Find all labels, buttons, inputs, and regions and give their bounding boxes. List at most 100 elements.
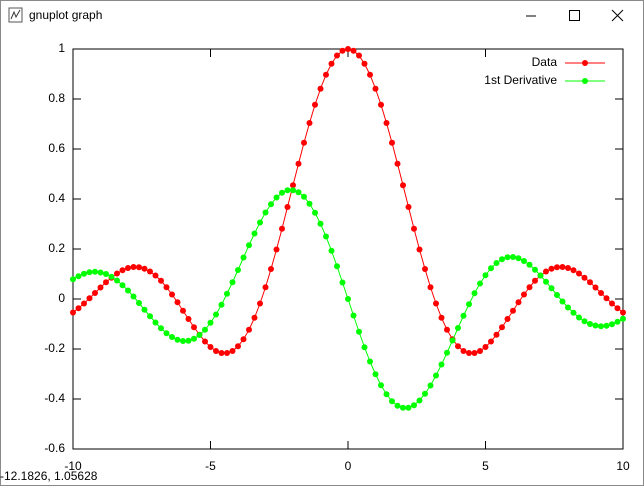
data-point <box>367 71 373 78</box>
data-point <box>246 326 252 333</box>
data-point <box>295 160 302 167</box>
data-point <box>521 291 527 298</box>
data-point <box>493 331 500 338</box>
data-point <box>141 306 148 313</box>
data-point <box>262 284 269 291</box>
maximize-button[interactable] <box>569 10 580 21</box>
data-point <box>433 300 439 307</box>
data-point <box>576 270 582 277</box>
data-point <box>356 328 362 335</box>
data-point <box>372 371 379 378</box>
data-point <box>449 337 456 344</box>
data-point <box>581 274 588 281</box>
data-point <box>246 242 252 249</box>
data-point <box>207 319 214 326</box>
data-point <box>240 336 247 343</box>
close-button[interactable] <box>611 9 624 22</box>
data-point <box>218 301 225 308</box>
data-point <box>334 52 340 59</box>
data-point <box>609 300 615 307</box>
data-point <box>323 71 329 78</box>
data-point <box>543 268 549 275</box>
y-tick-label: 0.8 <box>48 91 65 105</box>
y-tick-label: -0.4 <box>44 391 65 405</box>
data-point <box>438 314 445 321</box>
data-point <box>383 391 390 398</box>
data-point <box>466 350 472 356</box>
data-point <box>323 233 329 240</box>
data-point <box>213 311 219 318</box>
data-point <box>378 101 384 108</box>
data-point <box>251 314 258 321</box>
y-tick-label: 0.2 <box>48 241 65 255</box>
data-point <box>81 300 87 307</box>
data-point <box>257 300 263 307</box>
data-point <box>532 277 538 284</box>
data-point <box>554 264 560 271</box>
data-point <box>405 404 412 411</box>
data-point <box>152 272 159 279</box>
title-bar: gnuplot graph <box>1 1 643 31</box>
data-point <box>202 326 208 333</box>
data-point <box>422 390 428 397</box>
data-point <box>416 397 423 404</box>
data-point <box>510 307 516 314</box>
data-point <box>603 322 610 329</box>
data-point <box>598 290 604 296</box>
data-point <box>477 280 483 287</box>
data-point <box>598 323 604 330</box>
data-point <box>130 293 137 300</box>
legend-label: 1st Derivative <box>484 73 557 87</box>
data-point <box>92 290 98 296</box>
data-point <box>97 269 104 276</box>
data-point <box>515 299 522 306</box>
data-point <box>614 305 621 312</box>
data-point <box>565 304 571 311</box>
data-point <box>477 348 483 354</box>
data-point <box>345 296 351 302</box>
data-point <box>257 219 263 226</box>
data-point <box>427 382 434 389</box>
data-point <box>158 325 164 332</box>
data-point <box>532 266 538 273</box>
data-point <box>466 301 472 308</box>
data-point <box>334 263 340 270</box>
data-point <box>306 200 313 207</box>
data-point <box>460 348 467 354</box>
data-point <box>174 336 181 343</box>
app-icon <box>8 7 23 23</box>
data-point <box>438 361 445 368</box>
data-point <box>444 326 450 333</box>
data-point <box>488 338 494 345</box>
data-point <box>537 272 544 279</box>
data-point <box>416 246 423 253</box>
data-point <box>141 265 148 272</box>
data-point <box>273 246 280 253</box>
data-point <box>317 220 324 227</box>
data-point <box>488 265 494 272</box>
data-point <box>268 266 274 272</box>
data-point <box>279 189 285 196</box>
data-point <box>504 254 511 261</box>
data-point <box>163 284 170 291</box>
data-point <box>565 265 571 271</box>
data-point <box>180 307 186 314</box>
data-point <box>306 120 313 126</box>
data-point <box>86 269 93 276</box>
legend-marker <box>582 60 588 66</box>
data-point <box>103 279 109 286</box>
data-point <box>521 258 527 264</box>
data-point <box>526 261 533 268</box>
data-point <box>191 335 197 342</box>
data-point <box>207 344 214 350</box>
data-point <box>543 278 549 285</box>
data-point <box>70 309 76 316</box>
data-point <box>229 279 236 286</box>
data-point <box>125 287 131 294</box>
data-point <box>114 270 120 277</box>
data-point <box>196 332 203 338</box>
y-tick-label: -0.6 <box>44 441 65 455</box>
data-point <box>570 267 577 274</box>
